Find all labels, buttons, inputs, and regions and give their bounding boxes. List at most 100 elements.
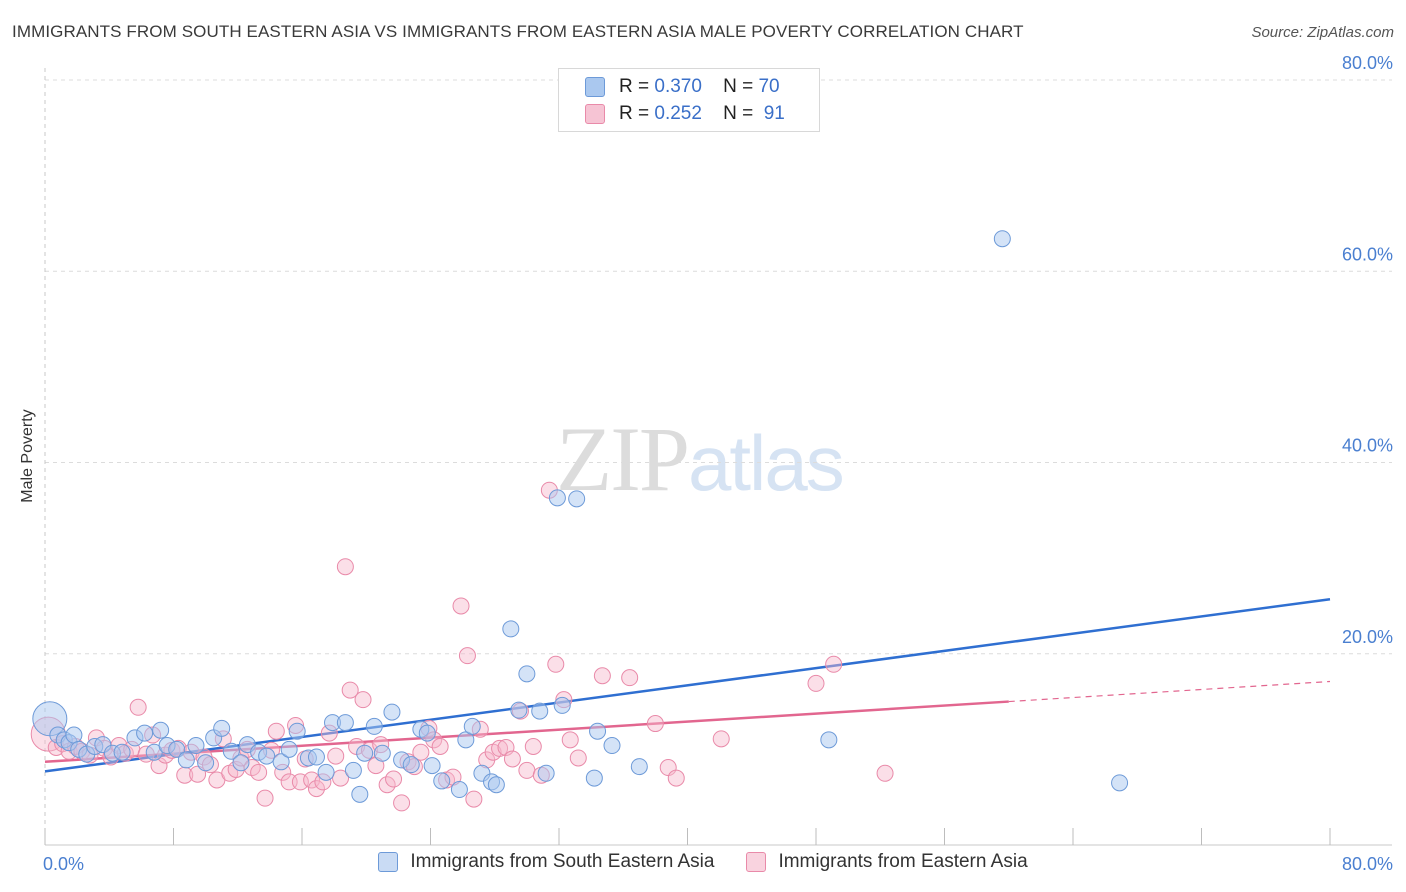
data-point-south-eastern-asia — [568, 490, 586, 508]
y-tick-label: 20.0% — [1342, 627, 1393, 647]
data-point-eastern-asia — [431, 738, 449, 756]
data-point-south-eastern-asia — [258, 747, 276, 765]
data-point-south-eastern-asia — [65, 726, 83, 744]
data-point-south-eastern-asia — [518, 665, 536, 683]
legend-r-value: 0.252 — [654, 103, 702, 124]
data-point-south-eastern-asia — [553, 696, 571, 714]
data-point-eastern-asia — [267, 722, 285, 740]
data-point-south-eastern-asia — [502, 620, 520, 638]
data-point-eastern-asia — [646, 715, 664, 733]
data-point-eastern-asia — [354, 691, 372, 709]
data-point-eastern-asia — [412, 743, 430, 761]
data-point-south-eastern-asia — [463, 717, 481, 735]
series-legend: Immigrants from South Eastern Asia Immig… — [0, 851, 1406, 873]
data-point-eastern-asia — [465, 790, 483, 808]
data-point-eastern-asia — [307, 780, 325, 798]
data-point-south-eastern-asia — [280, 740, 298, 758]
data-point-eastern-asia — [491, 739, 509, 757]
data-point-eastern-asia — [256, 789, 274, 807]
data-point-south-eastern-asia — [820, 731, 838, 749]
legend-r-label: R = — [619, 76, 650, 97]
data-point-south-eastern-asia — [373, 744, 391, 762]
data-point-south-eastern-asia — [351, 785, 369, 803]
data-point-south-eastern-asia — [603, 737, 621, 755]
data-point-eastern-asia — [336, 558, 354, 576]
legend-n-label: N = — [723, 76, 754, 97]
data-point-south-eastern-asia — [548, 489, 566, 507]
legend-r-label: R = — [619, 103, 650, 124]
data-point-eastern-asia — [378, 776, 396, 794]
data-point-eastern-asia — [667, 769, 685, 787]
trend-line-eastern-asia — [44, 700, 1009, 764]
data-point-eastern-asia — [807, 674, 825, 692]
legend-label: Immigrants from South Eastern Asia — [410, 851, 715, 872]
data-point-south-eastern-asia — [307, 748, 325, 766]
data-point-south-eastern-asia — [317, 763, 335, 781]
data-point-south-eastern-asia — [232, 754, 250, 772]
data-point-south-eastern-asia — [531, 702, 549, 720]
data-point-eastern-asia — [621, 669, 639, 687]
data-point-eastern-asia — [250, 763, 268, 781]
data-point-south-eastern-asia — [187, 737, 205, 755]
legend-item-south-eastern-asia[interactable]: Immigrants from South Eastern Asia — [378, 851, 714, 873]
data-point-eastern-asia — [876, 764, 894, 782]
data-point-eastern-asia — [341, 681, 359, 699]
data-point-eastern-asia — [332, 769, 350, 787]
legend-n-label: N = — [723, 103, 754, 124]
trend-line-south-eastern-asia — [44, 598, 1331, 773]
data-point-south-eastern-asia — [993, 230, 1011, 248]
data-point-south-eastern-asia — [336, 714, 354, 732]
data-point-south-eastern-asia — [177, 751, 195, 769]
data-point-south-eastern-asia — [450, 781, 468, 799]
legend-row-eastern-asia: R = 0.252 N = 91 — [585, 102, 785, 126]
y-tick-label: 40.0% — [1342, 436, 1393, 456]
data-point-eastern-asia — [129, 698, 147, 716]
trend-lines — [44, 598, 1331, 773]
data-point-eastern-asia — [327, 747, 345, 765]
data-point-south-eastern-asia — [487, 776, 505, 794]
data-point-south-eastern-asia — [213, 719, 231, 737]
data-point-eastern-asia — [452, 597, 470, 615]
data-point-eastern-asia — [524, 738, 542, 756]
data-point-south-eastern-asia — [197, 754, 215, 772]
data-point-south-eastern-asia — [365, 717, 383, 735]
data-point-south-eastern-asia — [152, 721, 170, 739]
data-point-south-eastern-asia — [222, 742, 240, 760]
data-point-south-eastern-asia — [356, 744, 374, 762]
data-point-south-eastern-asia — [433, 772, 451, 790]
legend-r-value: 0.370 — [654, 76, 702, 97]
data-point-south-eastern-asia — [168, 740, 186, 758]
legend-row-south-eastern-asia: R = 0.370 N = 70 — [585, 75, 780, 99]
legend-swatch-pink — [746, 852, 767, 872]
series-south-eastern-asia-points — [32, 230, 1129, 803]
data-point-eastern-asia — [561, 731, 579, 749]
data-point-eastern-asia — [593, 667, 611, 685]
x-tick-label: 80.0% — [1342, 854, 1393, 874]
data-point-south-eastern-asia — [423, 757, 441, 775]
chart-title: IMMIGRANTS FROM SOUTH EASTERN ASIA VS IM… — [12, 22, 1024, 41]
data-point-south-eastern-asia — [1111, 774, 1129, 792]
data-point-eastern-asia — [503, 750, 521, 768]
data-point-south-eastern-asia — [272, 753, 290, 771]
data-point-south-eastern-asia — [344, 761, 362, 779]
data-point-eastern-asia — [385, 770, 403, 788]
data-point-south-eastern-asia — [585, 769, 603, 787]
data-point-south-eastern-asia — [383, 703, 401, 721]
legend-item-eastern-asia[interactable]: Immigrants from Eastern Asia — [746, 851, 1028, 873]
source-label[interactable]: Source: ZipAtlas.com — [1251, 24, 1394, 41]
trend-line-extension-eastern-asia — [1008, 680, 1331, 703]
data-point-eastern-asia — [393, 794, 411, 812]
legend-swatch-blue — [585, 77, 605, 97]
stats-legend: R = 0.370 N = 70 R = 0.252 N = 91 — [558, 68, 820, 132]
grid-lines — [45, 79, 1392, 655]
data-point-south-eastern-asia — [418, 724, 436, 742]
data-point-eastern-asia — [458, 647, 476, 665]
data-point-eastern-asia — [712, 730, 730, 748]
y-tick-label: 60.0% — [1342, 244, 1393, 264]
data-point-south-eastern-asia — [402, 756, 420, 774]
legend-swatch-blue — [378, 852, 399, 872]
legend-n-value: 91 — [763, 103, 785, 124]
y-tick-label: 80.0% — [1342, 53, 1393, 73]
data-point-south-eastern-asia — [136, 724, 154, 742]
